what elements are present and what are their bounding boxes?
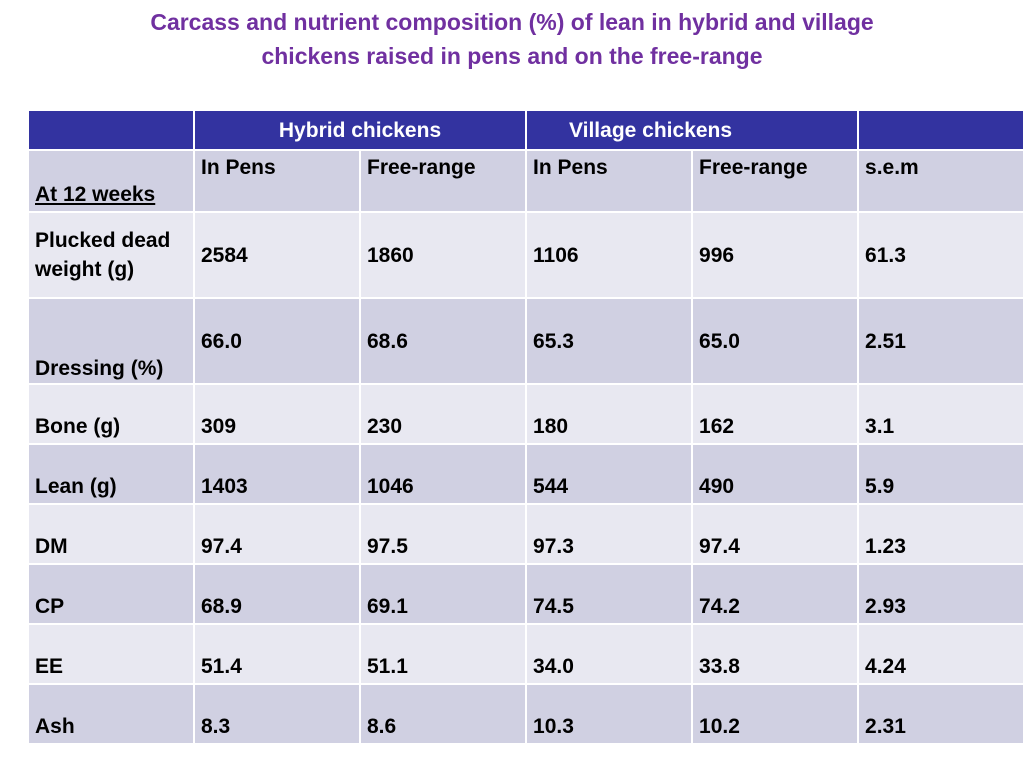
- table-row: Dressing (%) 66.0 68.6 65.3 65.0 2.51: [27, 297, 1024, 385]
- cell-value: 97.5: [358, 503, 528, 565]
- row-label: CP: [27, 563, 195, 625]
- subheader-row: At 12 weeks In Pens Free-range In Pens F…: [27, 149, 1024, 213]
- title-line-1: Carcass and nutrient composition (%) of …: [150, 9, 874, 35]
- cell-value: 65.0: [691, 297, 860, 385]
- cell-value: 5.9: [857, 443, 1024, 505]
- cell-value: 309: [193, 383, 361, 445]
- composition-table: Hybrid chickens Village chickens At 12 w…: [27, 109, 1024, 745]
- cell-value: 10.3: [525, 683, 694, 745]
- cell-value: 97.3: [525, 503, 694, 565]
- cell-value: 51.4: [193, 623, 361, 685]
- cell-value: 61.3: [857, 211, 1024, 299]
- title-line-2: chickens raised in pens and on the free-…: [261, 43, 763, 69]
- cell-value: 180: [525, 383, 694, 445]
- cell-value: 1403: [193, 443, 361, 505]
- age-label-text: At 12 weeks: [35, 183, 156, 206]
- cell-value: 162: [691, 383, 860, 445]
- cell-value: 65.3: [525, 297, 694, 385]
- cell-value: 1.23: [857, 503, 1024, 565]
- row-label: DM: [27, 503, 195, 565]
- cell-value: 97.4: [691, 503, 860, 565]
- row-label: Plucked dead weight (g): [27, 211, 195, 299]
- cell-value: 544: [525, 443, 694, 505]
- cell-value: 4.24: [857, 623, 1024, 685]
- cell-value: 68.9: [193, 563, 361, 625]
- cell-value: 3.1: [857, 383, 1024, 445]
- age-label: At 12 weeks: [27, 149, 195, 213]
- cell-value: 68.6: [358, 297, 528, 385]
- cell-value: 74.5: [525, 563, 694, 625]
- row-label: Dressing (%): [27, 297, 195, 385]
- table-row: Lean (g) 1403 1046 544 490 5.9: [27, 443, 1024, 505]
- row-label: Ash: [27, 683, 195, 745]
- cell-value: 1106: [525, 211, 694, 299]
- cell-value: 1860: [358, 211, 528, 299]
- cell-value: 74.2: [691, 563, 860, 625]
- cell-value: 2.31: [857, 683, 1024, 745]
- page-title: Carcass and nutrient composition (%) of …: [0, 5, 1024, 73]
- cell-value: 1046: [358, 443, 528, 505]
- cell-value: 34.0: [525, 623, 694, 685]
- table-row: DM 97.4 97.5 97.3 97.4 1.23: [27, 503, 1024, 565]
- cell-value: 33.8: [691, 623, 860, 685]
- cell-value: 490: [691, 443, 860, 505]
- cell-value: 996: [691, 211, 860, 299]
- cell-value: 8.6: [358, 683, 528, 745]
- header-empty-end-cell: [857, 109, 1024, 151]
- cell-value: 10.2: [691, 683, 860, 745]
- table-row: Ash 8.3 8.6 10.3 10.2 2.31: [27, 683, 1024, 745]
- header-empty-cell: [27, 109, 195, 151]
- subheader-hybrid-in-pens: In Pens: [193, 149, 361, 213]
- group-header-row: Hybrid chickens Village chickens: [27, 109, 1024, 151]
- header-village-chickens: Village chickens: [525, 109, 860, 151]
- cell-value: 230: [358, 383, 528, 445]
- subheader-sem: s.e.m: [857, 149, 1024, 213]
- header-hybrid-chickens: Hybrid chickens: [192, 109, 528, 151]
- row-label: Lean (g): [27, 443, 195, 505]
- table-row: Bone (g) 309 230 180 162 3.1: [27, 383, 1024, 445]
- table-row: CP 68.9 69.1 74.5 74.2 2.93: [27, 563, 1024, 625]
- subheader-village-in-pens: In Pens: [525, 149, 694, 213]
- cell-value: 8.3: [193, 683, 361, 745]
- cell-value: 51.1: [358, 623, 528, 685]
- cell-value: 66.0: [193, 297, 361, 385]
- cell-value: 97.4: [193, 503, 361, 565]
- subheader-village-free-range: Free-range: [691, 149, 860, 213]
- cell-value: 2.93: [857, 563, 1024, 625]
- row-label: EE: [27, 623, 195, 685]
- cell-value: 69.1: [358, 563, 528, 625]
- row-label: Bone (g): [27, 383, 195, 445]
- cell-value: 2.51: [857, 297, 1024, 385]
- table-row: EE 51.4 51.1 34.0 33.8 4.24: [27, 623, 1024, 685]
- table-row: Plucked dead weight (g) 2584 1860 1106 9…: [27, 211, 1024, 299]
- cell-value: 2584: [193, 211, 361, 299]
- subheader-hybrid-free-range: Free-range: [358, 149, 528, 213]
